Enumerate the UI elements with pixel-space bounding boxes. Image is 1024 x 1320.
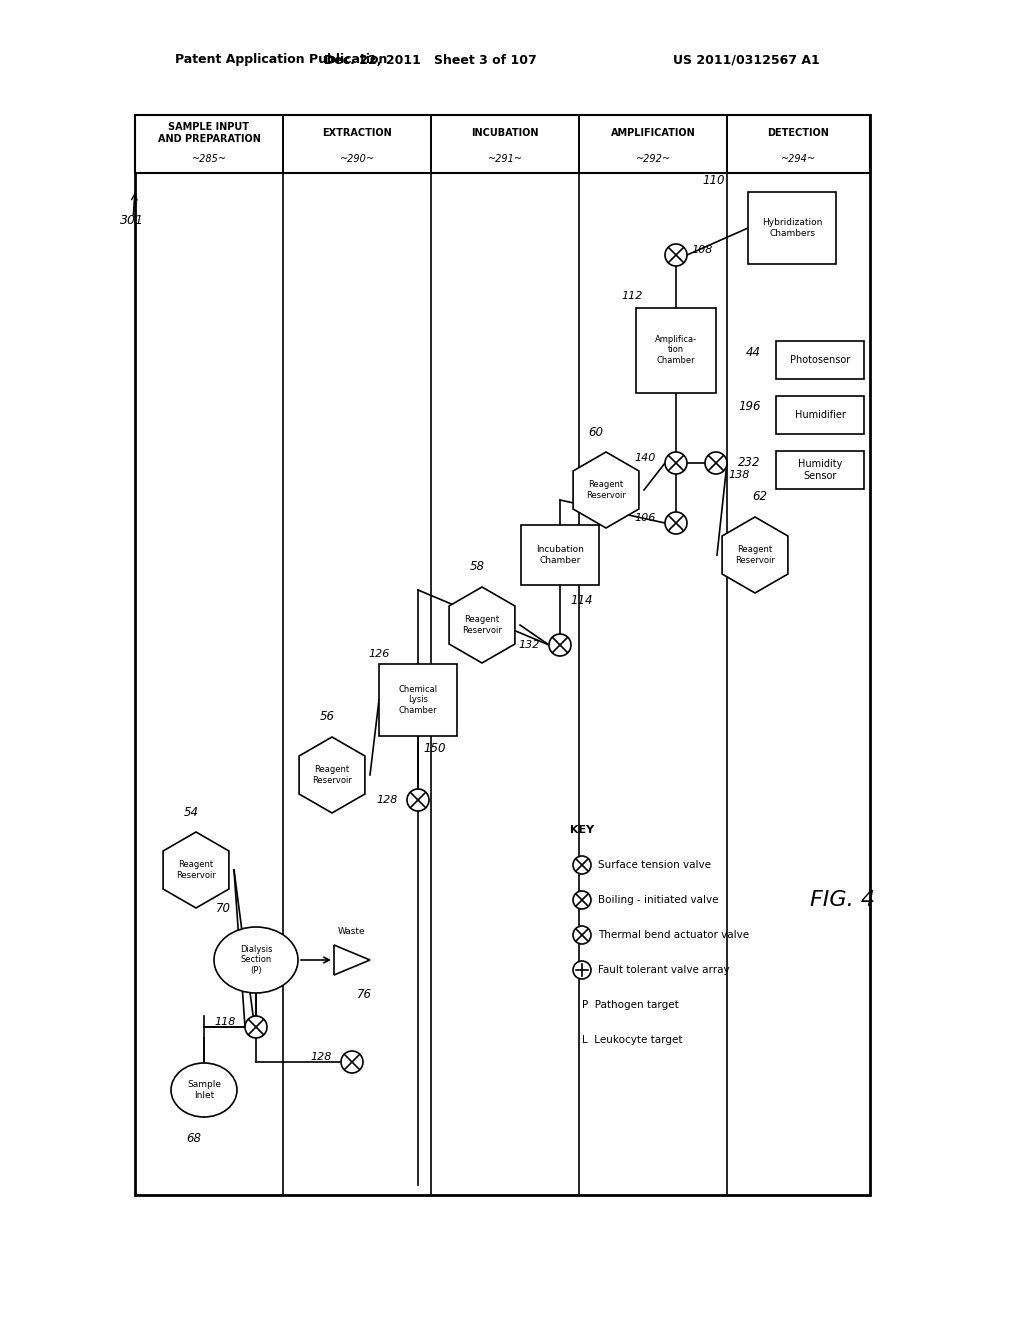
Text: Thermal bend actuator valve: Thermal bend actuator valve	[598, 931, 750, 940]
Text: 44: 44	[746, 346, 761, 359]
Ellipse shape	[214, 927, 298, 993]
FancyBboxPatch shape	[379, 664, 457, 737]
Circle shape	[407, 789, 429, 810]
Text: 132: 132	[518, 640, 540, 649]
Text: 150: 150	[423, 742, 445, 755]
Text: Fault tolerant valve array: Fault tolerant valve array	[598, 965, 730, 975]
Text: DETECTION: DETECTION	[768, 128, 829, 139]
FancyBboxPatch shape	[521, 525, 599, 585]
Text: KEY: KEY	[570, 825, 594, 836]
Polygon shape	[450, 587, 515, 663]
Circle shape	[573, 855, 591, 874]
Text: Dec. 22, 2011   Sheet 3 of 107: Dec. 22, 2011 Sheet 3 of 107	[324, 54, 537, 66]
Text: 70: 70	[216, 902, 231, 915]
Text: Surface tension valve: Surface tension valve	[598, 861, 711, 870]
Text: Dialysis
Section
(P): Dialysis Section (P)	[240, 945, 272, 975]
Circle shape	[341, 1051, 362, 1073]
Text: 110: 110	[702, 173, 725, 186]
Circle shape	[573, 891, 591, 909]
Text: Boiling - initiated valve: Boiling - initiated valve	[598, 895, 719, 906]
Text: INCUBATION: INCUBATION	[471, 128, 539, 139]
Text: Reagent
Reservoir: Reagent Reservoir	[735, 545, 775, 565]
Ellipse shape	[171, 1063, 237, 1117]
Circle shape	[705, 451, 727, 474]
Text: ~291~: ~291~	[487, 154, 522, 164]
Text: ~285~: ~285~	[191, 154, 226, 164]
FancyBboxPatch shape	[636, 308, 716, 393]
Text: Incubation
Chamber: Incubation Chamber	[536, 545, 584, 565]
Circle shape	[245, 1016, 267, 1038]
Text: Humidifier: Humidifier	[795, 411, 846, 420]
Text: 118: 118	[214, 1016, 236, 1027]
Text: 68: 68	[186, 1131, 202, 1144]
Text: 128: 128	[376, 795, 397, 805]
Text: 140: 140	[634, 453, 655, 463]
Text: L  Leukocyte target: L Leukocyte target	[582, 1035, 683, 1045]
Polygon shape	[573, 451, 639, 528]
Polygon shape	[334, 945, 370, 975]
Text: EXTRACTION: EXTRACTION	[323, 128, 392, 139]
Text: SAMPLE INPUT
AND PREPARATION: SAMPLE INPUT AND PREPARATION	[158, 123, 260, 144]
Text: ~294~: ~294~	[781, 154, 816, 164]
Text: Waste: Waste	[338, 928, 366, 936]
Text: 58: 58	[469, 561, 484, 573]
Text: FIG. 4: FIG. 4	[810, 890, 874, 909]
Circle shape	[665, 512, 687, 535]
Text: Reagent
Reservoir: Reagent Reservoir	[462, 615, 502, 635]
Text: Reagent
Reservoir: Reagent Reservoir	[176, 861, 216, 879]
Text: Humidity
Sensor: Humidity Sensor	[798, 459, 842, 480]
FancyBboxPatch shape	[135, 115, 870, 1195]
Text: 62: 62	[753, 491, 768, 503]
FancyBboxPatch shape	[776, 451, 864, 488]
Text: Patent Application Publication: Patent Application Publication	[175, 54, 387, 66]
Polygon shape	[722, 517, 787, 593]
Text: Amplifica-
tion
Chamber: Amplifica- tion Chamber	[655, 335, 697, 364]
Text: 126: 126	[368, 649, 389, 659]
FancyBboxPatch shape	[776, 341, 864, 379]
Text: Chemical
Lysis
Chamber: Chemical Lysis Chamber	[398, 685, 437, 715]
Text: Reagent
Reservoir: Reagent Reservoir	[312, 766, 352, 784]
Circle shape	[665, 451, 687, 474]
Circle shape	[665, 244, 687, 267]
Text: 112: 112	[621, 290, 642, 301]
Text: 54: 54	[183, 805, 199, 818]
Text: 76: 76	[357, 989, 372, 1002]
Text: ~290~: ~290~	[340, 154, 375, 164]
FancyBboxPatch shape	[748, 191, 836, 264]
Text: US 2011/0312567 A1: US 2011/0312567 A1	[673, 54, 820, 66]
Text: AMPLIFICATION: AMPLIFICATION	[610, 128, 695, 139]
Text: Sample
Inlet: Sample Inlet	[187, 1080, 221, 1100]
Text: Reagent
Reservoir: Reagent Reservoir	[586, 480, 626, 500]
Text: 114: 114	[570, 594, 593, 606]
Text: 138: 138	[728, 470, 750, 480]
Text: 232: 232	[738, 455, 761, 469]
Text: 128: 128	[310, 1052, 332, 1063]
Polygon shape	[299, 737, 365, 813]
Text: P  Pathogen target: P Pathogen target	[582, 1001, 679, 1010]
Text: 60: 60	[589, 425, 603, 438]
Text: 108: 108	[691, 246, 713, 255]
Text: 196: 196	[738, 400, 761, 413]
FancyBboxPatch shape	[776, 396, 864, 434]
Circle shape	[549, 634, 571, 656]
Text: Hybridization
Chambers: Hybridization Chambers	[762, 218, 822, 238]
Text: Photosensor: Photosensor	[790, 355, 850, 366]
Polygon shape	[163, 832, 229, 908]
Text: 106: 106	[634, 513, 655, 523]
Text: ~292~: ~292~	[636, 154, 671, 164]
Text: 56: 56	[319, 710, 335, 723]
Text: 301: 301	[120, 214, 144, 227]
Circle shape	[573, 961, 591, 979]
FancyBboxPatch shape	[135, 115, 870, 173]
Circle shape	[573, 927, 591, 944]
